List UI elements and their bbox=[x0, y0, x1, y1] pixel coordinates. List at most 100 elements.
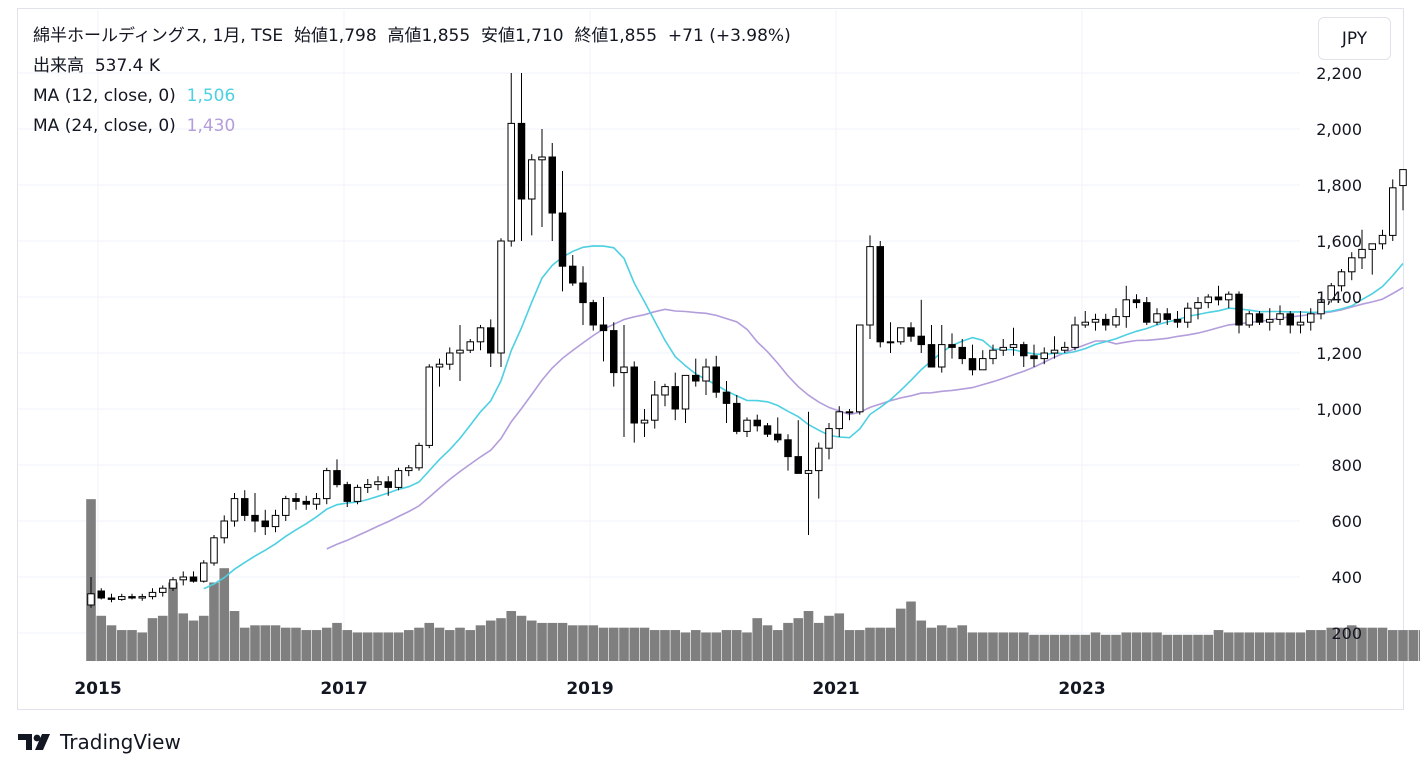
volume-bar bbox=[1152, 632, 1162, 661]
volume-bar bbox=[619, 627, 629, 661]
candle-body bbox=[394, 470, 403, 488]
candle bbox=[1358, 229, 1366, 269]
volume-bar bbox=[1367, 627, 1378, 661]
volume-bar bbox=[280, 627, 291, 661]
volume-bar bbox=[1193, 634, 1203, 661]
candle bbox=[558, 171, 567, 292]
volume-bar bbox=[1182, 634, 1193, 661]
volume-bar bbox=[157, 615, 168, 661]
volume-bar bbox=[629, 627, 640, 661]
candle bbox=[353, 484, 362, 505]
grid bbox=[18, 10, 1300, 662]
volume-bar bbox=[875, 627, 886, 661]
candle bbox=[210, 535, 218, 566]
volume-bar bbox=[127, 630, 137, 661]
candlesticks bbox=[87, 73, 1407, 608]
candle bbox=[784, 434, 792, 471]
candle-body bbox=[1286, 313, 1294, 326]
candle-body bbox=[948, 344, 956, 348]
candle bbox=[507, 73, 515, 247]
volume-bar bbox=[977, 632, 988, 661]
candle-body bbox=[97, 590, 105, 599]
candle bbox=[733, 395, 741, 435]
volume-bar bbox=[1377, 627, 1388, 661]
volume-bar bbox=[168, 582, 178, 661]
volume-bar bbox=[209, 582, 219, 661]
y-tick-label: 1,200 bbox=[1316, 344, 1362, 363]
volume-bar bbox=[1305, 630, 1316, 661]
candle bbox=[1163, 308, 1171, 325]
candle-body bbox=[353, 486, 362, 502]
candle bbox=[1009, 327, 1018, 356]
volume-bar bbox=[1398, 630, 1408, 661]
volume-bar bbox=[608, 627, 619, 661]
candle-body bbox=[1071, 324, 1079, 348]
candle-body bbox=[1389, 187, 1397, 236]
currency-button[interactable]: JPY bbox=[1318, 17, 1391, 60]
candle-body bbox=[753, 419, 761, 427]
candle bbox=[815, 442, 823, 499]
candle bbox=[384, 476, 392, 496]
candle bbox=[405, 465, 413, 477]
volume-bar bbox=[1029, 634, 1039, 661]
volume-bar bbox=[137, 632, 148, 661]
volume-bar bbox=[485, 620, 496, 661]
candle bbox=[712, 355, 720, 398]
volume-bar bbox=[1090, 632, 1101, 661]
candle bbox=[876, 241, 884, 348]
tradingview-brand[interactable]: TradingView bbox=[18, 730, 181, 754]
candle-body bbox=[1358, 248, 1366, 259]
candle bbox=[1020, 341, 1028, 367]
volume-bar bbox=[916, 620, 927, 661]
candle bbox=[1102, 313, 1110, 331]
candle bbox=[148, 588, 157, 600]
candle-body bbox=[1081, 321, 1089, 326]
volume-bar bbox=[865, 627, 875, 661]
candle-body bbox=[179, 576, 187, 581]
candle-body bbox=[712, 366, 720, 393]
candle bbox=[548, 143, 556, 241]
candle-body bbox=[446, 352, 454, 365]
volume-bar bbox=[311, 630, 322, 661]
volume-bar bbox=[96, 615, 107, 661]
candle bbox=[179, 571, 187, 586]
candle bbox=[251, 493, 259, 533]
candle bbox=[374, 476, 382, 491]
candle bbox=[753, 414, 761, 432]
candle-body bbox=[169, 579, 177, 589]
volume-bar bbox=[1295, 632, 1306, 661]
candle-body bbox=[1266, 318, 1274, 323]
candle-body bbox=[282, 498, 290, 516]
volume-bar bbox=[198, 615, 209, 661]
volume-bar bbox=[947, 627, 957, 661]
candle-body bbox=[958, 346, 966, 360]
candle bbox=[466, 339, 474, 353]
volume-bar bbox=[1223, 632, 1234, 661]
volume-bar bbox=[998, 632, 1009, 661]
volume-bar bbox=[1203, 634, 1214, 661]
candle bbox=[569, 255, 577, 286]
volume-bar bbox=[660, 630, 670, 661]
candle-body bbox=[794, 456, 802, 474]
candle-body bbox=[200, 562, 208, 582]
candle-body bbox=[384, 481, 392, 488]
y-tick-label: 2,200 bbox=[1316, 64, 1362, 83]
candle bbox=[1061, 341, 1069, 353]
volume-bar bbox=[516, 615, 527, 661]
candle bbox=[763, 423, 772, 437]
volume-bar bbox=[496, 618, 506, 661]
candle-body bbox=[189, 576, 198, 582]
volume-bar bbox=[1346, 625, 1357, 661]
volume-bar bbox=[291, 627, 301, 661]
volume-bar bbox=[403, 630, 414, 661]
candle-body bbox=[733, 402, 741, 432]
volume-bar bbox=[1316, 630, 1326, 661]
candle bbox=[1296, 311, 1305, 334]
volume-bar bbox=[578, 625, 588, 661]
candle-body bbox=[907, 327, 915, 337]
candle bbox=[128, 593, 136, 600]
candle bbox=[107, 593, 116, 603]
volume-bar bbox=[936, 625, 947, 661]
volume-bar bbox=[690, 630, 701, 661]
